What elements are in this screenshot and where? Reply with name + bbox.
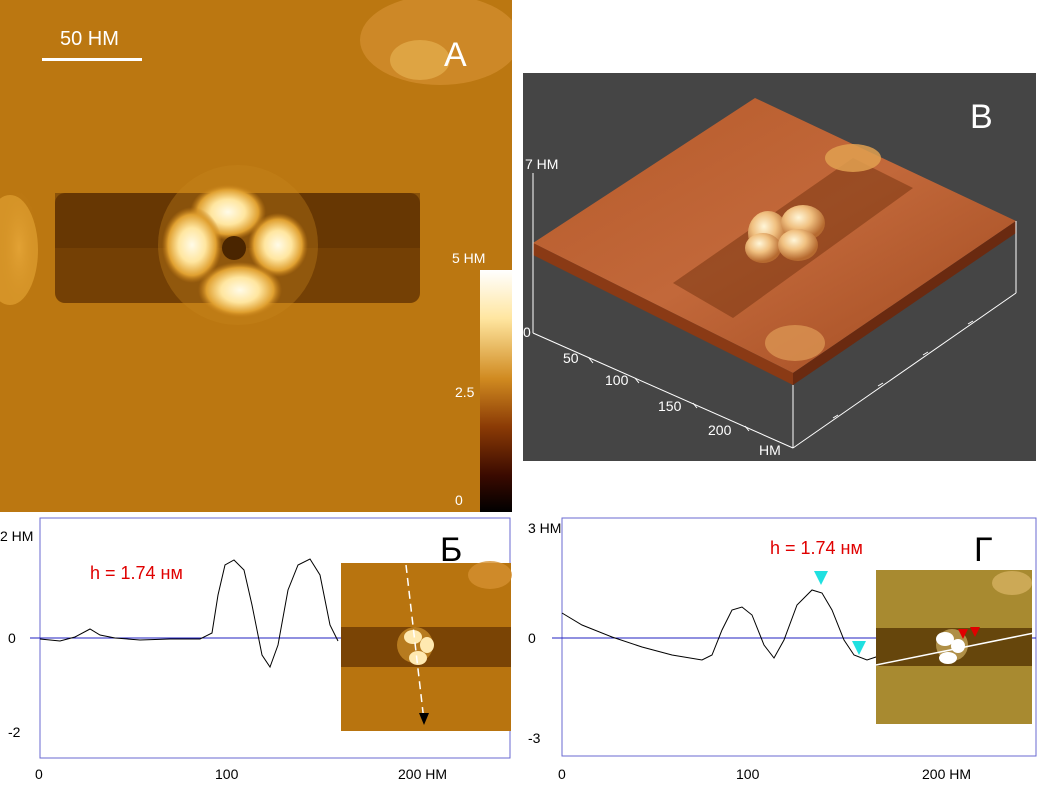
panel-letter-g: Г [974, 531, 992, 569]
profile2-x-tick-0: 0 [558, 766, 566, 782]
panel-letter-b3d: В [970, 98, 993, 136]
height-colorbar [480, 270, 512, 512]
profile2-y-mid: 0 [528, 630, 536, 646]
marker-red-2-icon [970, 627, 980, 637]
tick-label-100: 100 [605, 372, 629, 388]
tick-label-150: 150 [658, 398, 682, 414]
scale-bar-label: 50 НМ [60, 28, 119, 50]
z-axis-zero: 0 [523, 324, 531, 340]
profile1-x-tick-0: 0 [35, 766, 43, 782]
marker-red-1-icon [958, 629, 968, 639]
afm-image-panel-a: 50 НМ А 5 НМ 2.5 0 [0, 0, 512, 512]
profile1-x-tick-200: 200 НМ [398, 766, 447, 782]
profile1-y-bottom: -2 [8, 724, 21, 740]
profile2-inset-image [875, 570, 1035, 724]
profile1-inset-image [341, 561, 512, 731]
tick-label-200: 200 [708, 422, 732, 438]
profile2-y-bottom: -3 [528, 730, 541, 746]
colorbar-mid-label: 2.5 [455, 384, 475, 400]
scale-bar [42, 58, 142, 61]
marker-cyan-top-icon [814, 571, 828, 585]
marker-cyan-bottom-icon [852, 641, 866, 655]
axis-unit-label: НМ [759, 442, 781, 458]
afm-topography-image [0, 0, 512, 512]
panel-letter-b: Б [440, 531, 462, 569]
profile2-height-label: h = 1.74 нм [770, 538, 863, 558]
afm-3d-render: 7 НМ 0 50 100 150 200 НМ В [523, 98, 1017, 458]
tick-label-50: 50 [563, 350, 579, 366]
profile1-y-top: 2 НМ [0, 528, 33, 544]
z-axis-label: 7 НМ [525, 156, 558, 172]
profile1-height-label: h = 1.74 нм [90, 563, 183, 583]
colorbar-top-label: 5 НМ [452, 250, 486, 266]
direction-arrow-icon [419, 713, 429, 725]
panel-letter-a: А [444, 36, 467, 74]
profile-panel-1: 2 НМ 0 -2 0 100 200 НМ h = 1.74 нм Б [0, 515, 512, 788]
colorbar-bottom-label: 0 [455, 492, 463, 508]
profile1-y-mid: 0 [8, 630, 16, 646]
profile-panel-2: 3 НМ 0 -3 0 100 200 НМ h = 1.74 нм Г [512, 515, 1040, 788]
afm-3d-panel: 7 НМ 0 50 100 150 200 НМ В [523, 73, 1036, 461]
profile2-y-top: 3 НМ [528, 520, 561, 536]
profile2-x-tick-100: 100 [736, 766, 760, 782]
profile1-x-tick-100: 100 [215, 766, 239, 782]
profile2-x-tick-200: 200 НМ [922, 766, 971, 782]
